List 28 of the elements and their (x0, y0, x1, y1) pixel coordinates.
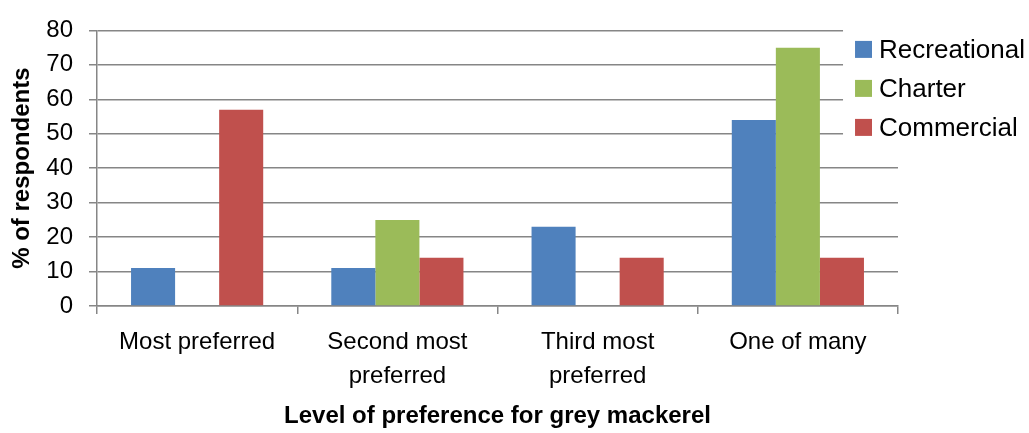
bar (619, 257, 664, 306)
x-axis-title: Level of preference for grey mackerel (284, 401, 711, 429)
bar (375, 219, 420, 306)
y-tick-label: 60 (46, 83, 73, 111)
legend-label: Recreational (879, 33, 1026, 64)
x-tick-label: One of many (729, 327, 867, 355)
y-tick-label: 10 (46, 256, 73, 284)
bar (419, 257, 464, 306)
bar (731, 119, 776, 306)
x-tick-label: Third most preferred (540, 327, 655, 389)
bar (219, 109, 264, 306)
bar (531, 226, 576, 306)
bar (819, 257, 864, 306)
y-tick-label: 20 (46, 221, 73, 249)
legend-label: Charter (879, 72, 967, 103)
legend-label: Commercial (879, 111, 1018, 142)
y-tick-label: 30 (46, 187, 73, 215)
bar (131, 268, 176, 306)
y-tick-label: 70 (46, 49, 73, 77)
y-tick-label: 80 (46, 15, 73, 43)
y-tick-label: 0 (59, 290, 73, 318)
bar (775, 47, 820, 306)
x-tick-label: Most preferred (119, 327, 276, 355)
y-tick-label: 50 (46, 118, 73, 146)
y-tick-label: 40 (46, 152, 73, 180)
bar (331, 268, 376, 306)
x-tick-label: Second most preferred (327, 327, 468, 389)
y-axis-title: % of respondents (7, 67, 35, 269)
